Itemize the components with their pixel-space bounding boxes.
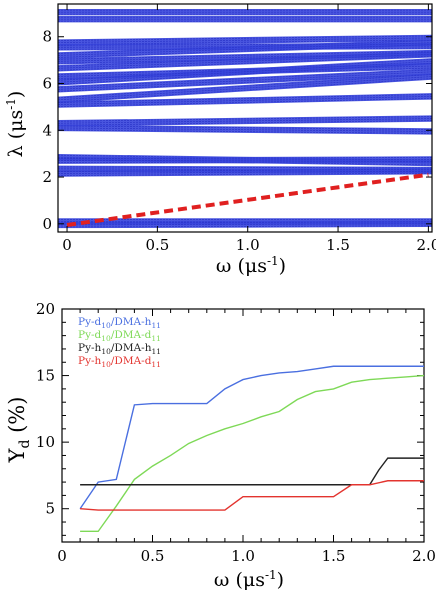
eigenvalue-band-line	[57, 120, 433, 126]
eigenvalue-band-line	[57, 98, 433, 107]
eigenvalue-band-line	[57, 74, 433, 99]
legend: Py-d10/DMA-h11Py-d10/DMA-d11Py-h10/DMA-h…	[78, 316, 161, 369]
series-line	[79, 365, 424, 510]
eigenvalue-band-line	[57, 161, 433, 164]
y-axis-label: Yd (%)	[5, 397, 33, 464]
x-axis-label: ω (μs-1)	[214, 568, 284, 591]
eigenvalue-band-line	[57, 58, 433, 81]
y-tick-label: 6	[42, 75, 52, 93]
eigenvalue-band-line	[57, 52, 433, 62]
eigenvalue-band-line	[57, 69, 433, 88]
x-tick-label: 1.5	[322, 547, 346, 565]
eigenvalue-band-line	[57, 221, 433, 224]
y-tick-label: 5	[45, 500, 55, 518]
eigenvalue-band-line	[57, 116, 433, 122]
eigenvalue-band-line	[57, 60, 433, 83]
eigenvalue-band-line	[57, 125, 433, 130]
eigenvalue-band-line	[57, 71, 433, 90]
series-line	[80, 480, 424, 511]
x-tick-label: 1.5	[326, 236, 350, 254]
legend-entry: Py-h10/DMA-d11	[78, 355, 161, 369]
eigenvalue-band-line	[57, 172, 433, 176]
eigenvalue-band-line	[57, 35, 433, 41]
x-tick-label: 1.0	[236, 236, 260, 254]
eigenvalue-band-line	[57, 43, 433, 46]
y-tick-label: 2	[42, 168, 52, 186]
eigenvalue-band-line	[57, 76, 433, 101]
plot-frame	[57, 3, 433, 233]
x-axis-label: ω (μs-1)	[216, 254, 286, 277]
x-tick-label: 0	[57, 547, 67, 565]
y-tick-label: 8	[42, 28, 52, 46]
eigenvalue-band-line	[57, 78, 433, 103]
y-tick-label: 10	[36, 433, 55, 451]
eigenvalue-band-line	[57, 44, 433, 58]
y-tick-label: 4	[42, 121, 52, 139]
y-tick-label: 15	[36, 367, 55, 385]
eigenvalue-band-line	[57, 223, 433, 226]
eigenvalue-band-line	[57, 118, 433, 124]
eigenvalue-plot: 0 0.5 1.0 1.5 2.0 0 2 4 6 8 ω (μs-1) λ (μs-1)	[4, 3, 436, 277]
eigenvalue-band-line	[57, 73, 433, 92]
eigenvalue-band-line	[57, 157, 433, 160]
eigenvalue-band-line	[57, 40, 433, 54]
x-tick-label: 1.0	[231, 547, 255, 565]
x-tick-label: 2.0	[416, 236, 436, 254]
eigenvalue-band-line	[57, 37, 433, 43]
eigenvalue-band-line	[57, 168, 433, 172]
eigenvalue-band-line	[57, 50, 433, 60]
eigenvalue-band-line	[57, 55, 433, 71]
y-axis-label: λ (μs-1)	[4, 91, 27, 158]
eigenvalue-band-line	[57, 166, 433, 169]
eigenvalue-band-line	[57, 53, 433, 69]
legend-entry: Py-d10/DMA-h11	[78, 316, 161, 330]
eigenvalue-bands	[57, 8, 433, 229]
eigenvalue-band-line	[57, 96, 433, 105]
eigenvalue-band-line	[57, 94, 433, 103]
x-tick-label: 2.0	[412, 547, 436, 565]
y-tick-label: 0	[42, 215, 52, 233]
yield-plot: 0 0.5 1.0 1.5 2.0 5 10 15 20 Py-d10/DMA-h11Py-d10…	[5, 300, 436, 591]
series-line	[80, 457, 424, 486]
dashed-red-line	[66, 172, 429, 227]
eigenvalue-band-line	[57, 159, 433, 162]
x-tick-label: 0	[62, 236, 72, 254]
eigenvalue-band-line	[57, 127, 433, 132]
series-line	[80, 374, 425, 533]
legend-entry: Py-d10/DMA-d11	[78, 329, 161, 343]
x-tick-label: 0.5	[145, 236, 169, 254]
eigenvalue-band-line	[57, 170, 433, 174]
y-tick-label: 20	[36, 300, 55, 318]
eigenvalue-band-line	[57, 62, 433, 85]
eigenvalue-band-line	[57, 39, 433, 45]
x-tick-label: 0.5	[141, 547, 165, 565]
eigenvalue-band-line	[57, 129, 433, 134]
eigenvalue-band-line	[57, 51, 433, 67]
eigenvalue-band-line	[57, 225, 433, 228]
legend-entry: Py-h10/DMA-h11	[78, 342, 161, 356]
eigenvalue-band-line	[57, 42, 433, 56]
